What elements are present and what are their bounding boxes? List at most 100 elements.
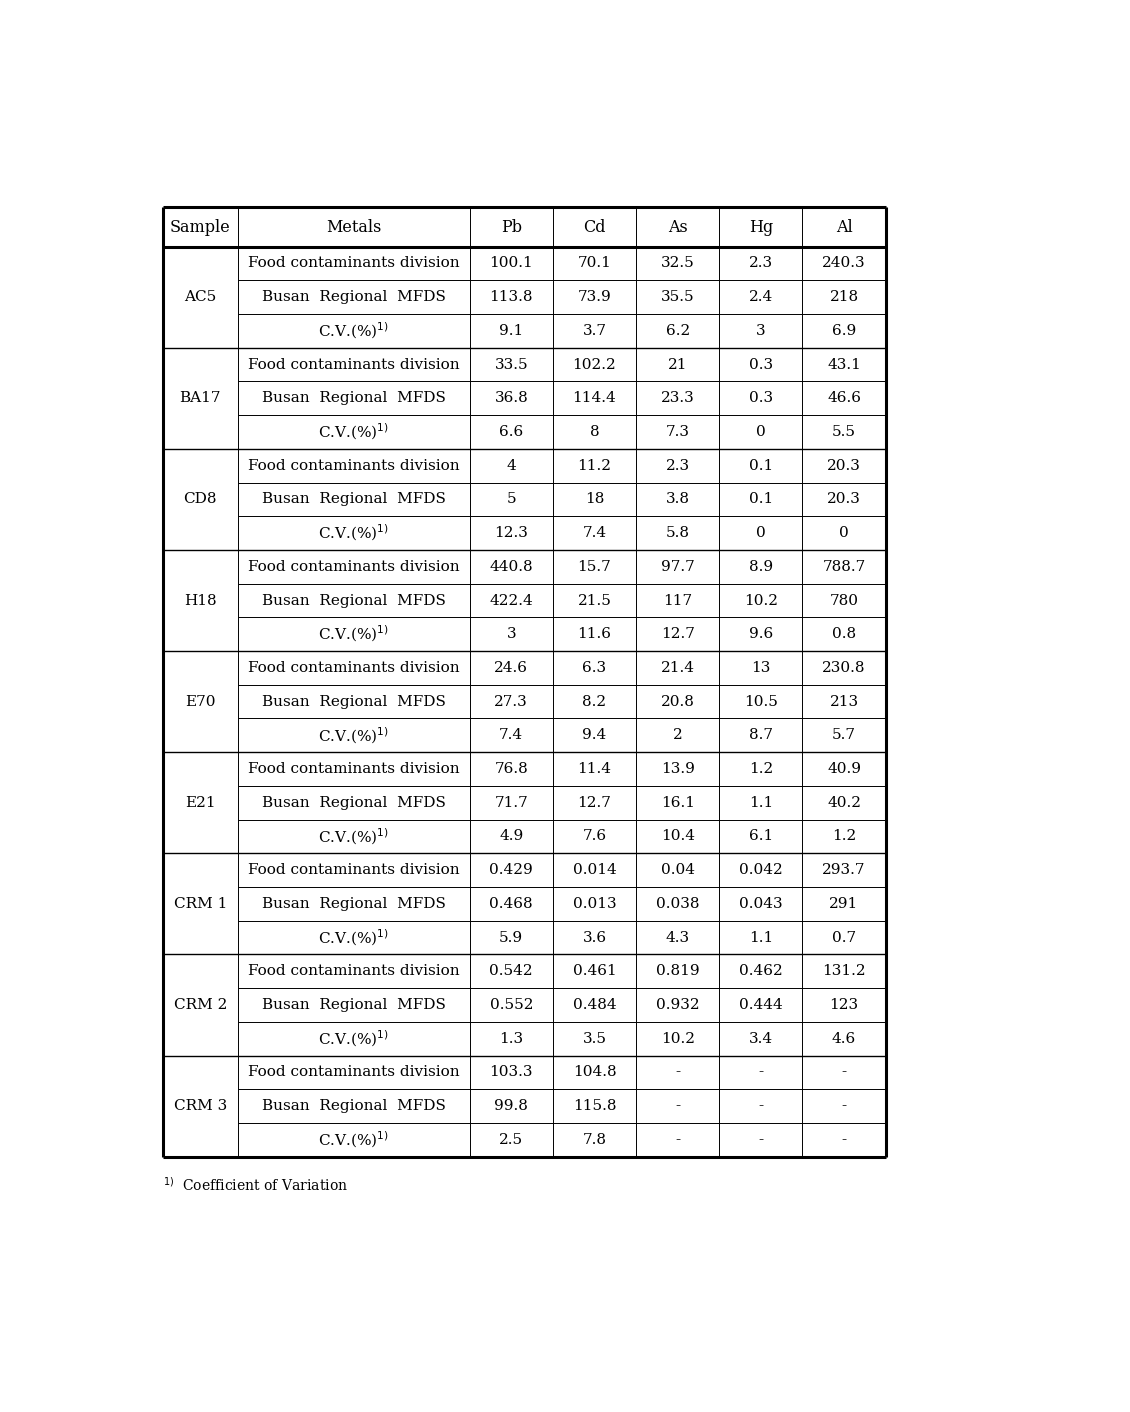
Text: Hg: Hg xyxy=(749,219,773,236)
Text: Busan  Regional  MFDS: Busan Regional MFDS xyxy=(262,796,445,809)
Text: 11.2: 11.2 xyxy=(577,459,611,473)
Text: 40.9: 40.9 xyxy=(827,762,861,777)
Text: 18: 18 xyxy=(584,493,605,507)
Text: Busan  Regional  MFDS: Busan Regional MFDS xyxy=(262,897,445,911)
Text: 102.2: 102.2 xyxy=(573,357,616,371)
Text: Food contaminants division: Food contaminants division xyxy=(247,1066,460,1079)
Text: 13.9: 13.9 xyxy=(661,762,695,777)
Text: 7.6: 7.6 xyxy=(582,829,607,843)
Text: 5.8: 5.8 xyxy=(666,527,689,541)
Text: 788.7: 788.7 xyxy=(823,559,866,573)
Text: 3: 3 xyxy=(506,627,516,641)
Text: 21: 21 xyxy=(668,357,687,371)
Text: 7.8: 7.8 xyxy=(582,1132,607,1147)
Text: 0: 0 xyxy=(756,527,766,541)
Text: 3: 3 xyxy=(756,323,766,337)
Text: 12.3: 12.3 xyxy=(494,527,528,541)
Text: 6.2: 6.2 xyxy=(666,323,689,337)
Text: 32.5: 32.5 xyxy=(661,257,695,271)
Text: 20.3: 20.3 xyxy=(827,459,861,473)
Text: Busan  Regional  MFDS: Busan Regional MFDS xyxy=(262,1099,445,1113)
Text: 4.9: 4.9 xyxy=(499,829,523,843)
Text: 0.468: 0.468 xyxy=(489,897,533,911)
Text: 113.8: 113.8 xyxy=(489,291,533,304)
Text: CRM 2: CRM 2 xyxy=(174,998,227,1012)
Text: -: - xyxy=(675,1132,680,1147)
Text: $^{1)}$  Coefficient of Variation: $^{1)}$ Coefficient of Variation xyxy=(163,1176,348,1195)
Text: 131.2: 131.2 xyxy=(823,964,866,979)
Text: 12.7: 12.7 xyxy=(661,627,695,641)
Text: 0.013: 0.013 xyxy=(573,897,616,911)
Text: 15.7: 15.7 xyxy=(577,559,611,573)
Text: 0.04: 0.04 xyxy=(661,863,695,877)
Text: E70: E70 xyxy=(185,695,216,709)
Text: 2.3: 2.3 xyxy=(749,257,773,271)
Text: -: - xyxy=(758,1066,764,1079)
Text: 0.429: 0.429 xyxy=(489,863,533,877)
Text: Sample: Sample xyxy=(170,219,231,236)
Text: -: - xyxy=(758,1132,764,1147)
Text: C.V.(%)$^{1)}$: C.V.(%)$^{1)}$ xyxy=(319,624,389,644)
Text: 104.8: 104.8 xyxy=(573,1066,616,1079)
Text: 73.9: 73.9 xyxy=(577,291,611,304)
Text: 70.1: 70.1 xyxy=(577,257,611,271)
Text: 2.5: 2.5 xyxy=(499,1132,523,1147)
Text: 0.1: 0.1 xyxy=(749,493,773,507)
Text: 0.3: 0.3 xyxy=(749,357,773,371)
Text: 0.932: 0.932 xyxy=(655,998,699,1012)
Text: -: - xyxy=(842,1099,846,1113)
Text: C.V.(%)$^{1)}$: C.V.(%)$^{1)}$ xyxy=(319,726,389,746)
Text: 1.2: 1.2 xyxy=(832,829,857,843)
Text: 3.5: 3.5 xyxy=(582,1032,607,1046)
Text: 293.7: 293.7 xyxy=(823,863,866,877)
Text: 8.9: 8.9 xyxy=(749,559,773,573)
Text: 9.4: 9.4 xyxy=(582,729,607,743)
Text: 9.1: 9.1 xyxy=(499,323,523,337)
Text: 6.3: 6.3 xyxy=(582,661,607,675)
Text: AC5: AC5 xyxy=(184,291,217,304)
Text: Food contaminants division: Food contaminants division xyxy=(247,964,460,979)
Text: Busan  Regional  MFDS: Busan Regional MFDS xyxy=(262,593,445,607)
Text: 40.2: 40.2 xyxy=(827,796,861,809)
Text: Food contaminants division: Food contaminants division xyxy=(247,863,460,877)
Text: Pb: Pb xyxy=(501,219,522,236)
Text: 3.6: 3.6 xyxy=(582,931,607,945)
Text: C.V.(%)$^{1)}$: C.V.(%)$^{1)}$ xyxy=(319,1028,389,1049)
Text: 0: 0 xyxy=(840,527,849,541)
Text: 11.4: 11.4 xyxy=(577,762,611,777)
Text: 2: 2 xyxy=(672,729,683,743)
Text: 440.8: 440.8 xyxy=(489,559,533,573)
Text: 76.8: 76.8 xyxy=(495,762,528,777)
Text: 8.7: 8.7 xyxy=(749,729,773,743)
Text: H18: H18 xyxy=(184,593,217,607)
Text: 7.4: 7.4 xyxy=(582,527,607,541)
Text: 10.4: 10.4 xyxy=(661,829,695,843)
Text: 33.5: 33.5 xyxy=(495,357,528,371)
Text: 10.2: 10.2 xyxy=(744,593,777,607)
Text: 0.462: 0.462 xyxy=(739,964,783,979)
Text: 103.3: 103.3 xyxy=(489,1066,533,1079)
Text: 6.9: 6.9 xyxy=(832,323,857,337)
Text: 213: 213 xyxy=(829,695,859,709)
Text: 114.4: 114.4 xyxy=(573,391,616,405)
Text: 13: 13 xyxy=(751,661,771,675)
Text: CRM 3: CRM 3 xyxy=(174,1099,227,1113)
Text: 218: 218 xyxy=(829,291,859,304)
Text: 8: 8 xyxy=(590,425,599,439)
Text: 230.8: 230.8 xyxy=(823,661,866,675)
Text: C.V.(%)$^{1)}$: C.V.(%)$^{1)}$ xyxy=(319,422,389,442)
Text: 780: 780 xyxy=(829,593,859,607)
Text: 0.3: 0.3 xyxy=(749,391,773,405)
Text: 0.043: 0.043 xyxy=(739,897,783,911)
Text: Busan  Regional  MFDS: Busan Regional MFDS xyxy=(262,291,445,304)
Text: 4.3: 4.3 xyxy=(666,931,689,945)
Text: Busan  Regional  MFDS: Busan Regional MFDS xyxy=(262,493,445,507)
Text: Busan  Regional  MFDS: Busan Regional MFDS xyxy=(262,391,445,405)
Text: 4.6: 4.6 xyxy=(832,1032,857,1046)
Text: 35.5: 35.5 xyxy=(661,291,695,304)
Text: 117: 117 xyxy=(663,593,693,607)
Text: CRM 1: CRM 1 xyxy=(174,897,227,911)
Text: 2.3: 2.3 xyxy=(666,459,689,473)
Text: 0.8: 0.8 xyxy=(832,627,857,641)
Text: 0.819: 0.819 xyxy=(655,964,699,979)
